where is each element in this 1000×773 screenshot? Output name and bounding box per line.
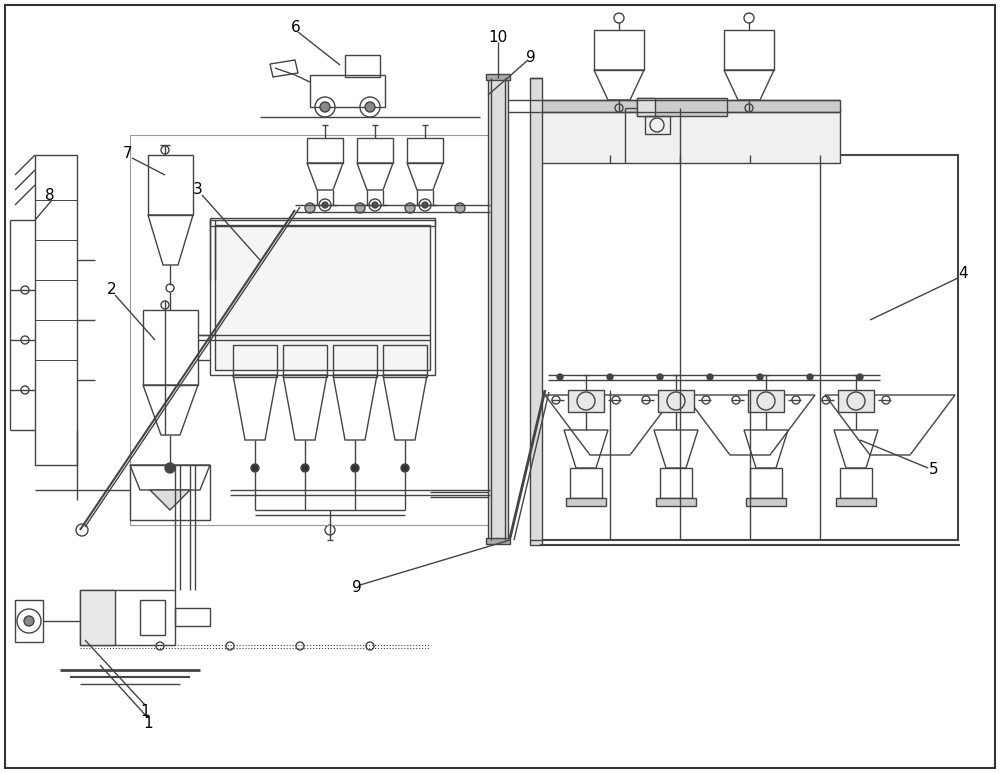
Circle shape xyxy=(165,463,175,473)
Bar xyxy=(748,390,784,412)
Bar xyxy=(210,218,435,226)
Bar xyxy=(407,138,443,163)
Bar xyxy=(530,78,542,545)
Bar xyxy=(130,465,210,520)
Circle shape xyxy=(355,203,365,213)
Bar xyxy=(645,116,670,134)
Bar xyxy=(566,498,606,506)
Circle shape xyxy=(351,464,359,472)
Bar xyxy=(307,138,343,163)
Text: 6: 6 xyxy=(291,21,301,36)
Text: 3: 3 xyxy=(193,182,203,197)
Bar xyxy=(283,345,327,377)
Circle shape xyxy=(857,374,863,380)
Circle shape xyxy=(24,616,34,626)
Bar xyxy=(637,98,727,116)
Circle shape xyxy=(365,102,375,112)
Circle shape xyxy=(607,374,613,380)
Text: 9: 9 xyxy=(526,49,536,64)
Bar xyxy=(486,538,510,544)
Bar xyxy=(345,55,380,77)
Text: 1: 1 xyxy=(143,717,153,731)
Bar xyxy=(594,30,644,70)
Bar xyxy=(660,468,692,498)
Bar xyxy=(568,390,604,412)
Polygon shape xyxy=(150,490,190,510)
Bar xyxy=(130,135,495,525)
Bar xyxy=(215,225,430,370)
Bar xyxy=(175,608,210,626)
Bar xyxy=(357,138,393,163)
Circle shape xyxy=(401,464,409,472)
Bar xyxy=(750,468,782,498)
Text: 5: 5 xyxy=(929,462,939,478)
Bar xyxy=(540,108,840,163)
Bar xyxy=(836,498,876,506)
Bar xyxy=(656,498,696,506)
Text: 2: 2 xyxy=(107,282,117,298)
Bar xyxy=(140,600,165,635)
Bar xyxy=(333,345,377,377)
Bar xyxy=(570,468,602,498)
Bar xyxy=(658,390,694,412)
Bar xyxy=(746,498,786,506)
Text: 7: 7 xyxy=(123,147,133,162)
Circle shape xyxy=(422,202,428,208)
Circle shape xyxy=(807,374,813,380)
Bar xyxy=(486,74,510,80)
Circle shape xyxy=(707,374,713,380)
Circle shape xyxy=(757,374,763,380)
Circle shape xyxy=(322,202,328,208)
Circle shape xyxy=(372,202,378,208)
Bar xyxy=(148,155,193,215)
Bar xyxy=(540,155,958,540)
Text: 10: 10 xyxy=(488,29,508,45)
Bar xyxy=(35,155,77,465)
Bar xyxy=(80,590,175,645)
Bar xyxy=(637,98,655,116)
Circle shape xyxy=(455,203,465,213)
Circle shape xyxy=(305,203,315,213)
Bar xyxy=(540,100,840,112)
Bar xyxy=(838,390,874,412)
Bar xyxy=(383,345,427,377)
Bar xyxy=(210,220,435,375)
Circle shape xyxy=(657,374,663,380)
Bar xyxy=(840,468,872,498)
Bar xyxy=(80,590,115,645)
Bar xyxy=(724,30,774,70)
Circle shape xyxy=(320,102,330,112)
Bar xyxy=(488,78,508,540)
Bar xyxy=(233,345,277,377)
Bar xyxy=(143,310,198,385)
Text: 9: 9 xyxy=(352,581,362,595)
Circle shape xyxy=(251,464,259,472)
Bar xyxy=(310,75,385,107)
Text: 4: 4 xyxy=(958,267,968,281)
Bar xyxy=(15,600,43,642)
Text: 1: 1 xyxy=(140,704,150,720)
Circle shape xyxy=(557,374,563,380)
Circle shape xyxy=(405,203,415,213)
Text: 8: 8 xyxy=(45,189,55,203)
Circle shape xyxy=(301,464,309,472)
